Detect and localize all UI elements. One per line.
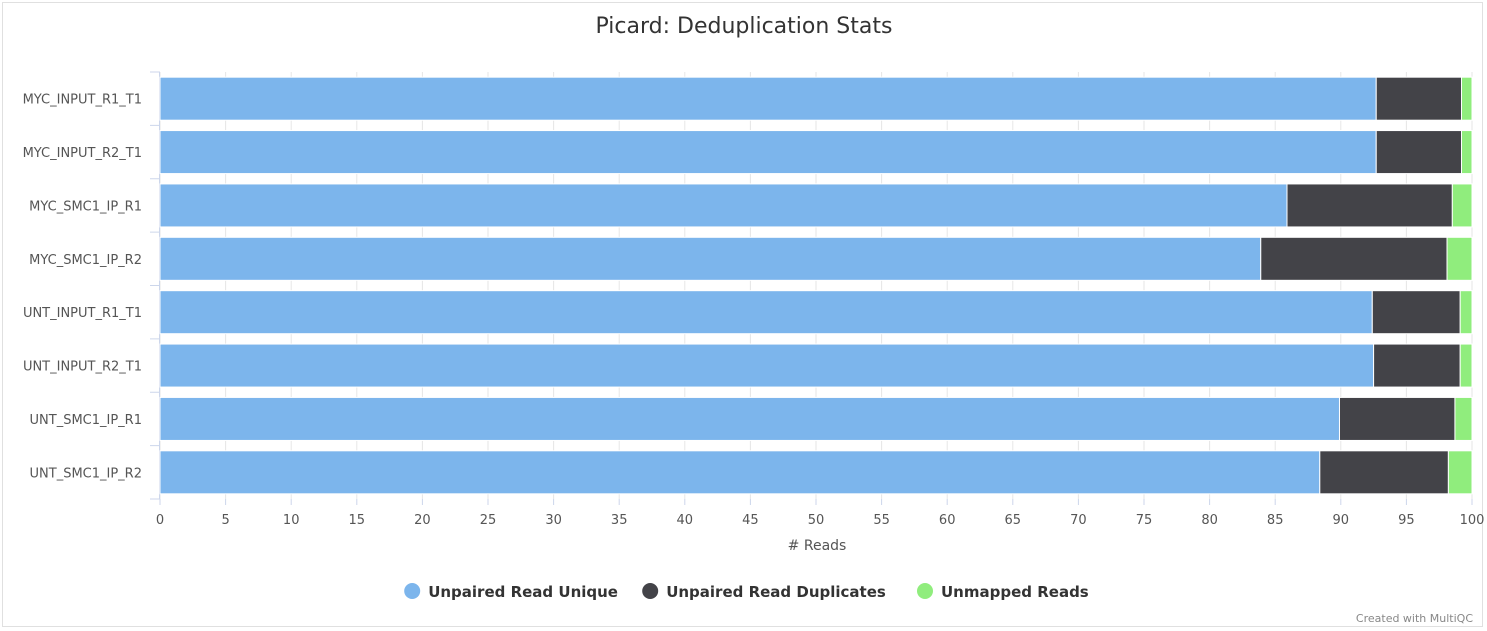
bar-segment[interactable] [159, 130, 1377, 175]
x-tick-label: 70 [1070, 513, 1087, 528]
x-tick-label: 40 [677, 513, 694, 528]
legend-marker [642, 583, 659, 599]
x-tick-label: 0 [156, 513, 164, 528]
x-tick-label: 75 [1136, 513, 1153, 528]
bar-segment[interactable] [1260, 236, 1448, 281]
legend-item[interactable]: Unpaired Read Unique [404, 583, 618, 601]
bar-segment[interactable] [1459, 343, 1473, 388]
x-tick-label: 30 [545, 513, 562, 528]
bar-segment[interactable] [1375, 130, 1463, 175]
legend-item[interactable]: Unmapped Reads [917, 583, 1089, 601]
bar-segment[interactable] [1373, 343, 1461, 388]
x-tick-label: 45 [742, 513, 759, 528]
bar-segment[interactable] [159, 450, 1321, 495]
bar-segment[interactable] [1447, 450, 1473, 495]
bar-segment[interactable] [1454, 396, 1473, 441]
category-label: UNT_SMC1_IP_R2 [30, 466, 142, 481]
x-tick-label: 20 [414, 513, 431, 528]
x-tick-label: 80 [1201, 513, 1218, 528]
x-tick-label: 90 [1333, 513, 1350, 528]
bars-group [159, 76, 1473, 495]
bar-segment[interactable] [1446, 236, 1473, 281]
x-tick-labels: 0 5 10 15 20 25 30 35 40 45 50 55 60 65 70 75 80 85 90 95 10… [156, 513, 1484, 528]
legend-marker [404, 583, 421, 599]
category-label: UNT_INPUT_R2_T1 [23, 360, 142, 375]
bar-segment[interactable] [1375, 76, 1463, 121]
legend-marker [917, 583, 933, 599]
chart-title: Picard: Deduplication Stats [596, 14, 893, 39]
x-tick-label: 35 [611, 513, 628, 528]
x-tick-label: 10 [283, 513, 300, 528]
category-label: MYC_INPUT_R1_T1 [23, 93, 142, 108]
bar-segment[interactable] [1451, 183, 1473, 228]
bar-segment[interactable] [1461, 130, 1473, 175]
legend-label: Unpaired Read Duplicates [666, 583, 886, 601]
chart-svg: Picard: Deduplication Stats MYC_INPUT_R1… [23, 14, 1484, 625]
category-label: MYC_INPUT_R2_T1 [23, 146, 142, 161]
bar-segment[interactable] [159, 76, 1377, 121]
bar-segment[interactable] [159, 236, 1262, 281]
x-tick-label: 5 [221, 513, 229, 528]
credit-text: Created with MultiQC [1356, 612, 1473, 625]
legend-label: Unpaired Read Unique [428, 583, 618, 601]
x-tick-label: 85 [1267, 513, 1284, 528]
bar-segment[interactable] [159, 183, 1288, 228]
category-labels: MYC_INPUT_R1_T1 MYC_INPUT_R2_T1 MYC_SMC1_I… [23, 93, 142, 482]
bar-segment[interactable] [159, 290, 1373, 335]
legend: Unpaired Read Unique Unpaired Read Duplic… [404, 583, 1089, 601]
legend-label: Unmapped Reads [941, 583, 1089, 601]
bar-segment[interactable] [1286, 183, 1453, 228]
x-tick-label: 55 [873, 513, 890, 528]
x-tick-label: 15 [349, 513, 366, 528]
category-label: MYC_SMC1_IP_R1 [29, 199, 142, 214]
x-tick-label: 25 [480, 513, 497, 528]
x-tick-label: 50 [808, 513, 825, 528]
bar-segment[interactable] [1319, 450, 1449, 495]
bar-segment[interactable] [1459, 290, 1473, 335]
bar-segment[interactable] [159, 343, 1375, 388]
bar-segment[interactable] [159, 396, 1340, 441]
category-label: UNT_SMC1_IP_R1 [30, 413, 142, 428]
category-label: UNT_INPUT_R1_T1 [23, 306, 142, 321]
bar-segment[interactable] [1338, 396, 1456, 441]
x-axis-title: # Reads [788, 538, 847, 554]
legend-item[interactable]: Unpaired Read Duplicates [642, 583, 886, 601]
x-tick-label: 100 [1460, 513, 1484, 528]
bar-segment[interactable] [1461, 76, 1473, 121]
x-tick-label: 65 [1005, 513, 1022, 528]
bar-segment[interactable] [1371, 290, 1461, 335]
x-tick-label: 60 [939, 513, 956, 528]
category-label: MYC_SMC1_IP_R2 [29, 253, 142, 268]
x-tick-label: 95 [1398, 513, 1415, 528]
